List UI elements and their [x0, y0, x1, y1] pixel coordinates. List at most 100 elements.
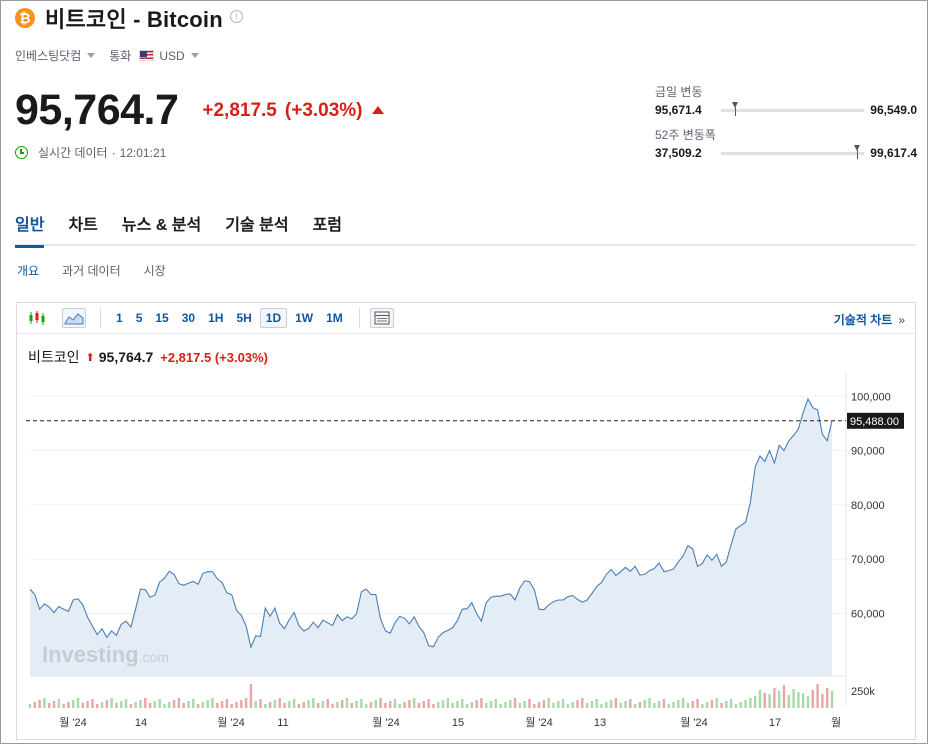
volume-bar [489, 701, 493, 708]
volume-bar [701, 704, 704, 708]
volume-bar [614, 698, 618, 708]
timeframe-15[interactable]: 15 [155, 311, 169, 325]
currency-selector[interactable]: USD [159, 48, 185, 63]
info-icon[interactable]: i [229, 9, 243, 23]
volume-bar [110, 698, 113, 708]
chevron-down-icon[interactable] [190, 53, 199, 58]
chart-price: 95,764.7 [98, 349, 154, 365]
volume-bar [91, 699, 94, 708]
page-title: 비트코인 - Bitcoin [45, 7, 223, 32]
volume-bar [533, 704, 536, 708]
volume-bar [168, 702, 171, 708]
y-tick-label: 90,000 [851, 446, 885, 458]
candlestick-icon[interactable] [26, 308, 48, 328]
volume-bar [57, 699, 61, 708]
volume-bar [72, 700, 75, 708]
technical-chart-link[interactable]: 기술적 차트» [833, 313, 905, 327]
day-range-label: 금일 변동 [655, 85, 703, 99]
timeframe-1d[interactable]: 1D [259, 308, 288, 328]
volume-bar [393, 699, 397, 708]
price-change: +2,817.5 (+3.03%) [202, 100, 384, 122]
timeframe-5h[interactable]: 5H [236, 311, 252, 325]
subtab-markets[interactable]: 시장 [143, 264, 166, 278]
day-range: 금일 변동 95,671.4 96,549.0 [655, 83, 917, 117]
volume-bar [494, 699, 498, 708]
volume-bar [739, 702, 742, 708]
timeframe-1m[interactable]: 1M [326, 311, 343, 325]
week52-range-bar [721, 144, 865, 159]
volume-bar [830, 691, 834, 708]
volume-bar [686, 703, 690, 708]
volume-bar [456, 701, 459, 708]
volume-bar [139, 700, 142, 708]
volume-bar [225, 699, 229, 708]
volume-bar [485, 703, 488, 708]
volume-bar [172, 700, 176, 708]
volume-bar [657, 701, 661, 708]
triangle-up-icon [371, 106, 384, 114]
timeframe-30[interactable]: 30 [181, 311, 196, 325]
timeframe-1h[interactable]: 1H [208, 311, 224, 325]
volume-bar [681, 698, 685, 708]
current-price-badge [847, 412, 904, 429]
volume-bar [605, 702, 608, 708]
table-view-icon[interactable] [369, 308, 394, 328]
volume-bar [206, 700, 209, 708]
volume-bar [475, 700, 478, 708]
subtab-overview[interactable]: 개요 [17, 264, 40, 278]
volume-bar [782, 685, 786, 708]
realtime-row: 실시간 데이터 · 12:01:21 [15, 144, 166, 161]
volume-bar [345, 698, 349, 708]
week52-range: 52주 변동폭 37,509.2 99,617.4 [655, 126, 917, 160]
volume-bar [144, 698, 147, 708]
tab-chart[interactable]: 차트 [68, 217, 98, 234]
volume-bar [244, 698, 248, 708]
volume-bar [52, 701, 56, 708]
volume-bar [461, 699, 464, 708]
volume-bar [355, 701, 358, 708]
volume-bar [196, 704, 200, 708]
volume-bar [561, 699, 565, 708]
tab-technical[interactable]: 기술 분석 [225, 217, 289, 234]
volume-axis-label: 250k [851, 686, 875, 698]
volume-bar [480, 698, 483, 708]
volume-bar [446, 698, 450, 708]
volume-bar [43, 698, 46, 708]
volume-bar [557, 701, 560, 708]
tab-general[interactable]: 일반 [15, 208, 45, 248]
timeframe-1w[interactable]: 1W [295, 311, 314, 325]
volume-bar [566, 704, 570, 708]
volume-bar [288, 701, 291, 708]
volume-bar [571, 702, 574, 708]
volume-bar [360, 699, 363, 708]
volume-bar [470, 702, 474, 708]
volume-bar [283, 703, 286, 708]
volume-bar [609, 700, 613, 708]
volume-bar [148, 703, 152, 708]
volume-bar [408, 700, 411, 708]
volume-bar [163, 704, 166, 708]
timeframe-1[interactable]: 1 [116, 311, 123, 325]
x-tick-label: 월 '24 [217, 716, 245, 729]
volume-bar [600, 704, 603, 708]
double-chevron-right-icon: » [898, 313, 905, 327]
subtab-historical-data[interactable]: 과거 데이터 [62, 264, 121, 278]
area-chart-icon[interactable] [62, 308, 86, 328]
volume-bar [336, 702, 339, 708]
volume-bar [677, 700, 680, 708]
source-selector[interactable]: 인베스팅닷컴 [15, 49, 82, 63]
volume-bar [292, 699, 296, 708]
volume-bar [427, 699, 430, 708]
volume-bar [523, 701, 526, 708]
volume-bar [720, 703, 723, 708]
tab-news-analysis[interactable]: 뉴스 & 분석 [121, 217, 202, 234]
volume-bar [96, 704, 99, 708]
volume-bar [715, 698, 718, 708]
timeframe-5[interactable]: 5 [135, 311, 143, 325]
chevron-down-icon[interactable] [87, 53, 96, 58]
week52-range-low: 37,509.2 [655, 146, 702, 160]
tab-forum[interactable]: 포럼 [312, 217, 343, 234]
volume-bar [672, 702, 675, 708]
volume-bar [76, 698, 80, 708]
